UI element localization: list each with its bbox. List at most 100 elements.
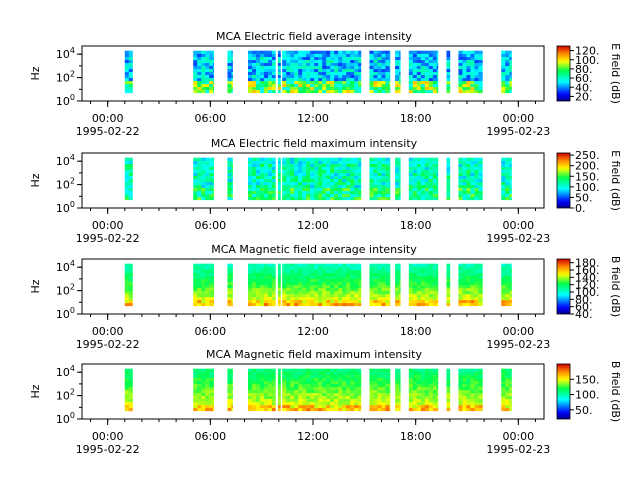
heatmap-cell xyxy=(205,266,210,270)
heatmap-cell xyxy=(373,175,378,180)
heatmap-cell xyxy=(462,392,467,397)
heatmap-cell xyxy=(124,172,130,177)
heatmap-cell xyxy=(470,77,475,82)
heatmap-cell xyxy=(282,68,287,73)
heatmap-cell xyxy=(286,89,291,94)
heatmap-cell xyxy=(462,56,467,61)
heatmap-cell xyxy=(263,395,269,400)
heatmap-cell xyxy=(474,377,479,382)
heatmap-cell xyxy=(298,169,303,174)
heatmap-cell xyxy=(350,284,355,289)
heatmap-cell xyxy=(302,278,307,283)
heatmap-cell xyxy=(462,175,467,180)
heatmap-cell xyxy=(201,377,206,382)
heatmap-cell xyxy=(432,407,438,412)
heatmap-cell xyxy=(197,281,202,286)
heatmap-cell xyxy=(446,389,451,394)
x-tick-label: 00:00 xyxy=(92,430,124,443)
heatmap-cell xyxy=(350,80,355,85)
heatmap-cell xyxy=(209,380,214,385)
heatmap-cell xyxy=(294,269,299,274)
heatmap-cell xyxy=(399,56,401,61)
heatmap-cell xyxy=(395,172,400,177)
heatmap-cell xyxy=(128,377,133,382)
heatmap-cell xyxy=(385,160,390,164)
heatmap-cell xyxy=(466,77,471,82)
heatmap-cell xyxy=(128,290,133,295)
heatmap-cell xyxy=(326,380,331,385)
heatmap-cell xyxy=(282,380,287,385)
heatmap-cell xyxy=(251,272,257,277)
heatmap-cell xyxy=(389,377,391,382)
heatmap-cell xyxy=(416,404,422,409)
heatmap-cell xyxy=(428,172,434,177)
heatmap-cell xyxy=(342,50,347,54)
x-tick-date: 1995-02-22 xyxy=(76,232,140,245)
heatmap-cell xyxy=(342,65,347,70)
heatmap-cell xyxy=(420,86,426,91)
heatmap-cell xyxy=(358,83,362,88)
heatmap-cell xyxy=(350,386,355,391)
heatmap-cell xyxy=(436,184,439,189)
heatmap-cell xyxy=(294,80,299,85)
heatmap-cell xyxy=(416,395,422,400)
heatmap-cell xyxy=(286,187,291,192)
heatmap-cell xyxy=(350,74,355,79)
heatmap-cell xyxy=(342,377,347,382)
heatmap-cell xyxy=(377,184,382,189)
heatmap-cell xyxy=(124,89,130,94)
heatmap-cell xyxy=(501,181,506,186)
heatmap-cell xyxy=(509,293,512,298)
heatmap-cell xyxy=(466,89,471,94)
heatmap-cell xyxy=(416,275,422,280)
heatmap-cell xyxy=(420,383,426,388)
heatmap-cell xyxy=(318,299,323,304)
heatmap-cell xyxy=(298,83,303,88)
heatmap-cell xyxy=(197,302,202,307)
heatmap-cell xyxy=(354,56,359,61)
heatmap-cell xyxy=(263,281,269,286)
heatmap-cell xyxy=(259,163,265,168)
heatmap-cell xyxy=(290,172,295,177)
heatmap-cell xyxy=(326,392,331,397)
heatmap-cell xyxy=(310,374,315,379)
heatmap-cell xyxy=(462,383,467,388)
heatmap-cell xyxy=(424,53,430,57)
heatmap-cell xyxy=(227,56,232,61)
heatmap-cell xyxy=(290,290,295,295)
heatmap-cell xyxy=(251,77,257,82)
heatmap-cell xyxy=(342,178,347,183)
heatmap-cell xyxy=(197,287,202,292)
heatmap-cell xyxy=(358,302,362,307)
heatmap-cell xyxy=(436,169,439,174)
heatmap-cell xyxy=(505,275,510,280)
heatmap-cell xyxy=(231,59,233,64)
heatmap-cell xyxy=(302,196,307,201)
heatmap-cell xyxy=(462,389,467,394)
heatmap-cell xyxy=(128,275,133,280)
heatmap-cell xyxy=(231,398,233,403)
heatmap-cell xyxy=(267,89,273,94)
heatmap-cell xyxy=(271,275,276,280)
heatmap-cell xyxy=(369,380,374,385)
heatmap-cell xyxy=(322,293,327,298)
heatmap-cell xyxy=(231,169,233,174)
heatmap-cell xyxy=(193,56,198,61)
heatmap-cell xyxy=(369,383,374,388)
heatmap-cell xyxy=(505,163,510,168)
heatmap-cell xyxy=(330,175,335,180)
heatmap-cell xyxy=(197,386,202,391)
heatmap-cell xyxy=(446,278,451,283)
heatmap-cell xyxy=(399,187,401,192)
heatmap-cell xyxy=(412,86,418,91)
heatmap-cell xyxy=(298,374,303,379)
heatmap-cell xyxy=(213,193,215,198)
heatmap-cell xyxy=(231,181,233,186)
heatmap-cell xyxy=(474,181,479,186)
heatmap-cell xyxy=(358,172,362,177)
heatmap-cell xyxy=(474,284,479,289)
heatmap-cell xyxy=(369,392,374,397)
heatmap-cell xyxy=(466,278,471,283)
heatmap-cell xyxy=(350,166,355,171)
heatmap-cell xyxy=(501,398,506,403)
